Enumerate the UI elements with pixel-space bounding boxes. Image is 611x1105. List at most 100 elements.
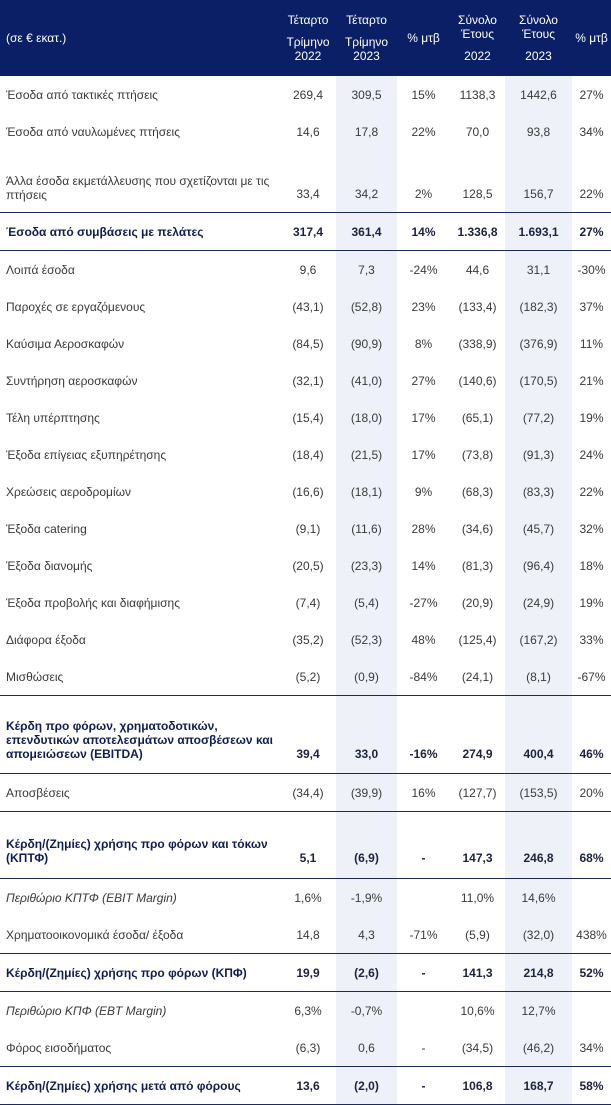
row-value: (167,2)	[505, 621, 572, 658]
row-value: (2,0)	[336, 1066, 397, 1105]
column-header-line1: Τέταρτο	[346, 13, 387, 27]
table-row: Διάφορα έξοδα (35,2) (52,3) 48% (125,4) (167,…	[0, 621, 611, 658]
row-value: -0,7%	[336, 991, 397, 1029]
row-value: (376,9)	[505, 325, 572, 362]
row-value: (153,5)	[505, 773, 572, 812]
row-value: (35,2)	[292, 632, 324, 647]
column-header-year: 2022	[294, 49, 322, 63]
row-value: (16,6)	[292, 484, 324, 499]
table-row: Παροχές σε εργαζόμενους (43,1) (52,8) 23% (1…	[0, 288, 611, 325]
row-label: Χρεώσεις αεροδρομίων	[6, 484, 132, 499]
row-value: 58%	[572, 1066, 611, 1105]
row-label: Αποσβέσεις	[6, 785, 70, 800]
row-value: 52%	[572, 953, 611, 992]
table-row: Κέρδη/(Ζημίες) χρήσης προ φόρων και τόκω…	[0, 811, 611, 879]
row-label: Έξοδα προβολής και διαφήμισης	[6, 595, 180, 610]
row-value: (45,7)	[505, 510, 572, 547]
table-row: Έσοδα από τακτικές πτήσεις 269,4 309,5 15% 1…	[0, 76, 611, 113]
row-label: Καύσιμα Αεροσκαφών	[6, 336, 125, 351]
row-label: Κέρδη/(Ζημίες) χρήσης προ φόρων (ΚΠΦ)	[0, 953, 280, 992]
row-value	[397, 992, 450, 1030]
row-value: 1.693,1	[505, 212, 572, 251]
row-value	[572, 879, 611, 917]
table-row: Λοιπά έσοδα 9,6 7,3 -24% 44,6 31,1 -30%	[0, 250, 611, 288]
row-label: Έξοδα διανομής	[6, 558, 93, 573]
row-value: (41,0)	[336, 362, 397, 399]
row-value: 33%	[579, 632, 604, 647]
row-value: 10,6%	[460, 1003, 495, 1018]
row-value: (170,5)	[505, 362, 572, 399]
row-value: 4,3	[336, 916, 397, 954]
row-label: Χρηματοοικονομικά έσοδα/ έξοδα	[6, 927, 184, 942]
row-value: (0,9)	[336, 658, 397, 696]
row-value: 1442,6	[505, 76, 572, 113]
unit-label: (σε € εκατ.)	[6, 31, 67, 45]
row-value: 27%	[411, 373, 436, 388]
column-header-line1: Σύνολο	[519, 13, 558, 27]
row-label: Συντήρηση αεροσκαφών	[6, 373, 138, 388]
row-value: 14%	[397, 212, 450, 251]
row-value: -1,9%	[336, 878, 397, 916]
row-value: 9%	[414, 484, 433, 499]
table-row: Χρηματοοικονομικά έσοδα/ έξοδα 14,8 4,3 -71…	[0, 916, 611, 954]
row-value: 7,3	[336, 250, 397, 288]
row-label: Έσοδα από ναυλωμένες πτήσεις	[6, 124, 180, 139]
row-value: (5,2)	[295, 669, 321, 684]
row-value: (5,4)	[336, 584, 397, 621]
row-value: 33,0	[336, 695, 397, 774]
row-value: 1138,3	[459, 87, 496, 102]
row-value: (9,1)	[295, 521, 321, 536]
table-row: Κέρδη/(Ζημίες) χρήσης προ φόρων (ΚΠΦ) 19,…	[0, 953, 611, 992]
row-value: 20%	[579, 785, 604, 800]
row-value: 12,7%	[505, 991, 572, 1029]
row-value: (7,4)	[295, 595, 321, 610]
row-label: Κέρδη προ φόρων, χρηματοδοτικών, επενδυτ…	[0, 695, 280, 774]
row-value: (65,1)	[461, 410, 494, 425]
row-value: (5,9)	[465, 927, 490, 942]
row-value: (34,4)	[292, 785, 324, 800]
row-value: 34%	[579, 1040, 604, 1055]
row-value: (91,3)	[505, 436, 572, 473]
row-value: 93,8	[505, 113, 572, 150]
row-label: Έσοδα από συμβάσεις με πελάτες	[0, 212, 280, 251]
table-row: Τέλη υπέρπτησης (15,4) (18,0) 17% (65,1) (77,…	[0, 399, 611, 436]
row-value: (18,0)	[336, 399, 397, 436]
row-value: 1,6%	[294, 890, 322, 905]
row-value: 34,2	[336, 150, 397, 213]
column-header: Τέταρτο Τρίμηνο 2022	[280, 0, 336, 76]
row-value: 361,4	[336, 212, 397, 251]
table-row: Αποσβέσεις (34,4) (39,9) 16% (127,7) (153,5) 2…	[0, 773, 611, 812]
row-value: 13,6	[280, 1066, 336, 1105]
table-body: Έσοδα από τακτικές πτήσεις 269,4 309,5 15% 1…	[0, 76, 611, 1105]
row-value: (140,6)	[458, 373, 497, 388]
row-label: Κέρδη/(Ζημίες) χρήσης προ φόρων και τόκω…	[0, 811, 280, 879]
table-row: Έσοδα από συμβάσεις με πελάτες 317,4 361,4…	[0, 212, 611, 251]
row-value: (8,1)	[505, 658, 572, 696]
row-label: Παροχές σε εργαζόμενους	[6, 299, 146, 314]
row-value: (182,3)	[505, 288, 572, 325]
row-value: 27%	[579, 87, 604, 102]
row-value: 2%	[414, 187, 433, 201]
row-value: -71%	[409, 927, 438, 942]
row-value: 24%	[579, 447, 604, 462]
row-value: (77,2)	[505, 399, 572, 436]
column-header: Σύνολο Έτους 2023	[505, 0, 572, 76]
row-value: 11%	[579, 336, 604, 351]
row-value: 32%	[579, 521, 604, 536]
row-value: 19%	[579, 410, 604, 425]
row-value: 39,4	[280, 695, 336, 774]
row-value: -67%	[577, 669, 606, 684]
row-label: Μισθώσεις	[6, 669, 64, 684]
row-value: 9,6	[299, 262, 317, 277]
row-value: 309,5	[336, 76, 397, 113]
row-value: -	[397, 811, 450, 879]
table-row: Έσοδα από ναυλωμένες πτήσεις 14,6 17,8 22% 7…	[0, 113, 611, 150]
column-header: Σύνολο Έτους 2022	[450, 0, 505, 76]
row-label: Φόρος εισοδήματος	[6, 1040, 112, 1055]
row-value: (125,4)	[458, 632, 497, 647]
column-header: Τέταρτο Τρίμηνο 2023	[336, 0, 397, 76]
row-value: 15%	[411, 87, 436, 102]
column-header-line2: Έτους	[522, 27, 555, 41]
table-row: Κέρδη προ φόρων, χρηματοδοτικών, επενδυτ…	[0, 695, 611, 774]
